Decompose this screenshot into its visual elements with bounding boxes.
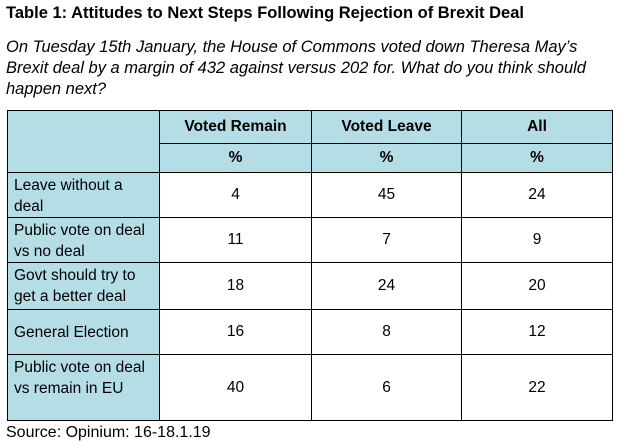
results-table: Voted Remain Voted Leave All % % % Leave…: [7, 110, 613, 421]
column-header-all: All: [461, 110, 613, 144]
row-label: Public vote on deal vs no deal: [7, 217, 160, 263]
value-cell: 7: [311, 217, 462, 263]
value-cell: 6: [311, 354, 462, 421]
value-cell: 20: [461, 262, 613, 310]
header-corner-cell: [7, 110, 160, 173]
value-cell: 22: [461, 354, 613, 421]
table-row: General Election 16 8 12: [7, 309, 613, 355]
unit-cell: %: [461, 143, 613, 173]
row-label: General Election: [7, 309, 160, 355]
value-cell: 24: [461, 172, 613, 218]
table-row: Leave without a deal 4 45 24: [7, 172, 613, 218]
table-row: Govt should try to get a better deal 18 …: [7, 262, 613, 310]
row-label: Public vote on deal vs remain in EU: [7, 354, 160, 421]
value-cell: 45: [311, 172, 462, 218]
value-cell: 40: [159, 354, 312, 421]
value-cell: 8: [311, 309, 462, 355]
value-cell: 24: [311, 262, 462, 310]
table-row: Public vote on deal vs remain in EU 40 6…: [7, 354, 613, 421]
value-cell: 18: [159, 262, 312, 310]
value-cell: 12: [461, 309, 613, 355]
source-note: Source: Opinium: 16-18.1.19: [6, 424, 211, 441]
unit-cell: %: [311, 143, 462, 173]
value-cell: 4: [159, 172, 312, 218]
survey-question: On Tuesday 15th January, the House of Co…: [6, 38, 586, 98]
row-label: Govt should try to get a better deal: [7, 262, 160, 310]
unit-cell: %: [159, 143, 312, 173]
table-title: Table 1: Attitudes to Next Steps Followi…: [6, 4, 524, 22]
value-cell: 11: [159, 217, 312, 263]
header-row: Voted Remain Voted Leave All: [7, 110, 613, 173]
column-header-voted-remain: Voted Remain: [159, 110, 312, 144]
row-label: Leave without a deal: [7, 172, 160, 218]
value-cell: 9: [461, 217, 613, 263]
unit-row: % % %: [8, 143, 613, 173]
table-row: Public vote on deal vs no deal 11 7 9: [7, 217, 613, 263]
value-cell: 16: [159, 309, 312, 355]
column-header-voted-leave: Voted Leave: [311, 110, 462, 144]
